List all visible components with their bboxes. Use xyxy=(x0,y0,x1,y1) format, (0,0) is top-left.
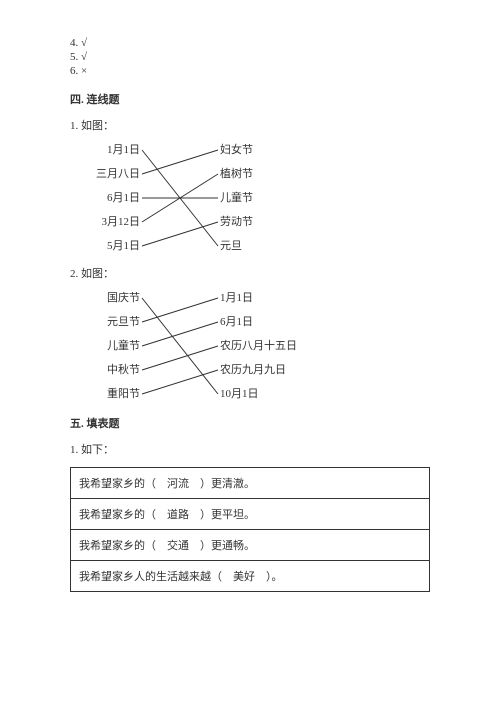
row3-pre: 我希望家乡人的生活越来越（ xyxy=(79,571,222,583)
answer-5: 5. √ xyxy=(70,51,430,63)
match2-left-3: 中秋节 xyxy=(70,363,140,377)
section-4-title: 四. 连线题 xyxy=(70,91,430,107)
row2-post: ）更通畅。 xyxy=(200,540,255,552)
matching-diagram-1: 1月1日 三月八日 6月1日 3月12日 5月1日 妇女节 植树节 儿童节 劳动… xyxy=(70,143,320,253)
match2-right-0: 1月1日 xyxy=(220,291,310,305)
match1-right-col: 妇女节 植树节 儿童节 劳动节 元旦 xyxy=(220,143,310,253)
match1-left-1: 三月八日 xyxy=(70,167,140,181)
table-row: 我希望家乡的（ 河流 ）更清澈。 xyxy=(71,468,430,499)
match2-right-3: 农历九月九日 xyxy=(220,363,310,377)
match1-right-3: 劳动节 xyxy=(220,215,310,229)
table-row: 我希望家乡的（ 道路 ）更平坦。 xyxy=(71,499,430,530)
section-5-title: 五. 填表题 xyxy=(70,415,430,431)
match1-left-4: 5月1日 xyxy=(70,239,140,253)
q5-1-label: 1. 如下： xyxy=(70,441,430,457)
answer-4: 4. √ xyxy=(70,37,430,49)
match2-right-1: 6月1日 xyxy=(220,315,310,329)
match2-left-4: 重阳节 xyxy=(70,387,140,401)
match1-left-3: 3月12日 xyxy=(70,215,140,229)
match1-left-2: 6月1日 xyxy=(70,191,140,205)
match2-left-col: 国庆节 元旦节 儿童节 中秋节 重阳节 xyxy=(70,291,140,401)
worksheet-page: 4. √ 5. √ 6. × 四. 连线题 1. 如图： 1月1日 三月八日 6… xyxy=(0,0,500,592)
match2-right-col: 1月1日 6月1日 农历八月十五日 农历九月九日 10月1日 xyxy=(220,291,310,401)
q2-label: 2. 如图： xyxy=(70,265,430,281)
match2-right-4: 10月1日 xyxy=(220,387,310,401)
row0-pre: 我希望家乡的（ xyxy=(79,478,156,490)
row0-ans: 河流 xyxy=(167,478,189,490)
row2-pre: 我希望家乡的（ xyxy=(79,540,156,552)
q1-label: 1. 如图： xyxy=(70,117,430,133)
match2-left-2: 儿童节 xyxy=(70,339,140,353)
table-row: 我希望家乡的（ 交通 ）更通畅。 xyxy=(71,530,430,561)
match2-left-1: 元旦节 xyxy=(70,315,140,329)
row3-post: ）。 xyxy=(266,571,283,583)
row3-ans: 美好 xyxy=(233,571,255,583)
match1-right-0: 妇女节 xyxy=(220,143,310,157)
match1-lines xyxy=(140,143,220,253)
row1-ans: 道路 xyxy=(167,509,189,521)
match1-right-2: 儿童节 xyxy=(220,191,310,205)
row1-post: ）更平坦。 xyxy=(200,509,255,521)
match1-left-0: 1月1日 xyxy=(70,143,140,157)
match2-right-2: 农历八月十五日 xyxy=(220,339,310,353)
match1-left-col: 1月1日 三月八日 6月1日 3月12日 5月1日 xyxy=(70,143,140,253)
answer-6: 6. × xyxy=(70,65,430,77)
fill-blank-table: 我希望家乡的（ 河流 ）更清澈。 我希望家乡的（ 道路 ）更平坦。 我希望家乡的… xyxy=(70,467,430,592)
matching-diagram-2: 国庆节 元旦节 儿童节 中秋节 重阳节 1月1日 6月1日 农历八月十五日 农历… xyxy=(70,291,320,401)
match2-left-0: 国庆节 xyxy=(70,291,140,305)
match1-right-1: 植树节 xyxy=(220,167,310,181)
match2-lines xyxy=(140,291,220,401)
row1-pre: 我希望家乡的（ xyxy=(79,509,156,521)
match1-right-4: 元旦 xyxy=(220,239,310,253)
row2-ans: 交通 xyxy=(167,540,189,552)
row0-post: ）更清澈。 xyxy=(200,478,255,490)
table-row: 我希望家乡人的生活越来越（ 美好 ）。 xyxy=(71,561,430,592)
